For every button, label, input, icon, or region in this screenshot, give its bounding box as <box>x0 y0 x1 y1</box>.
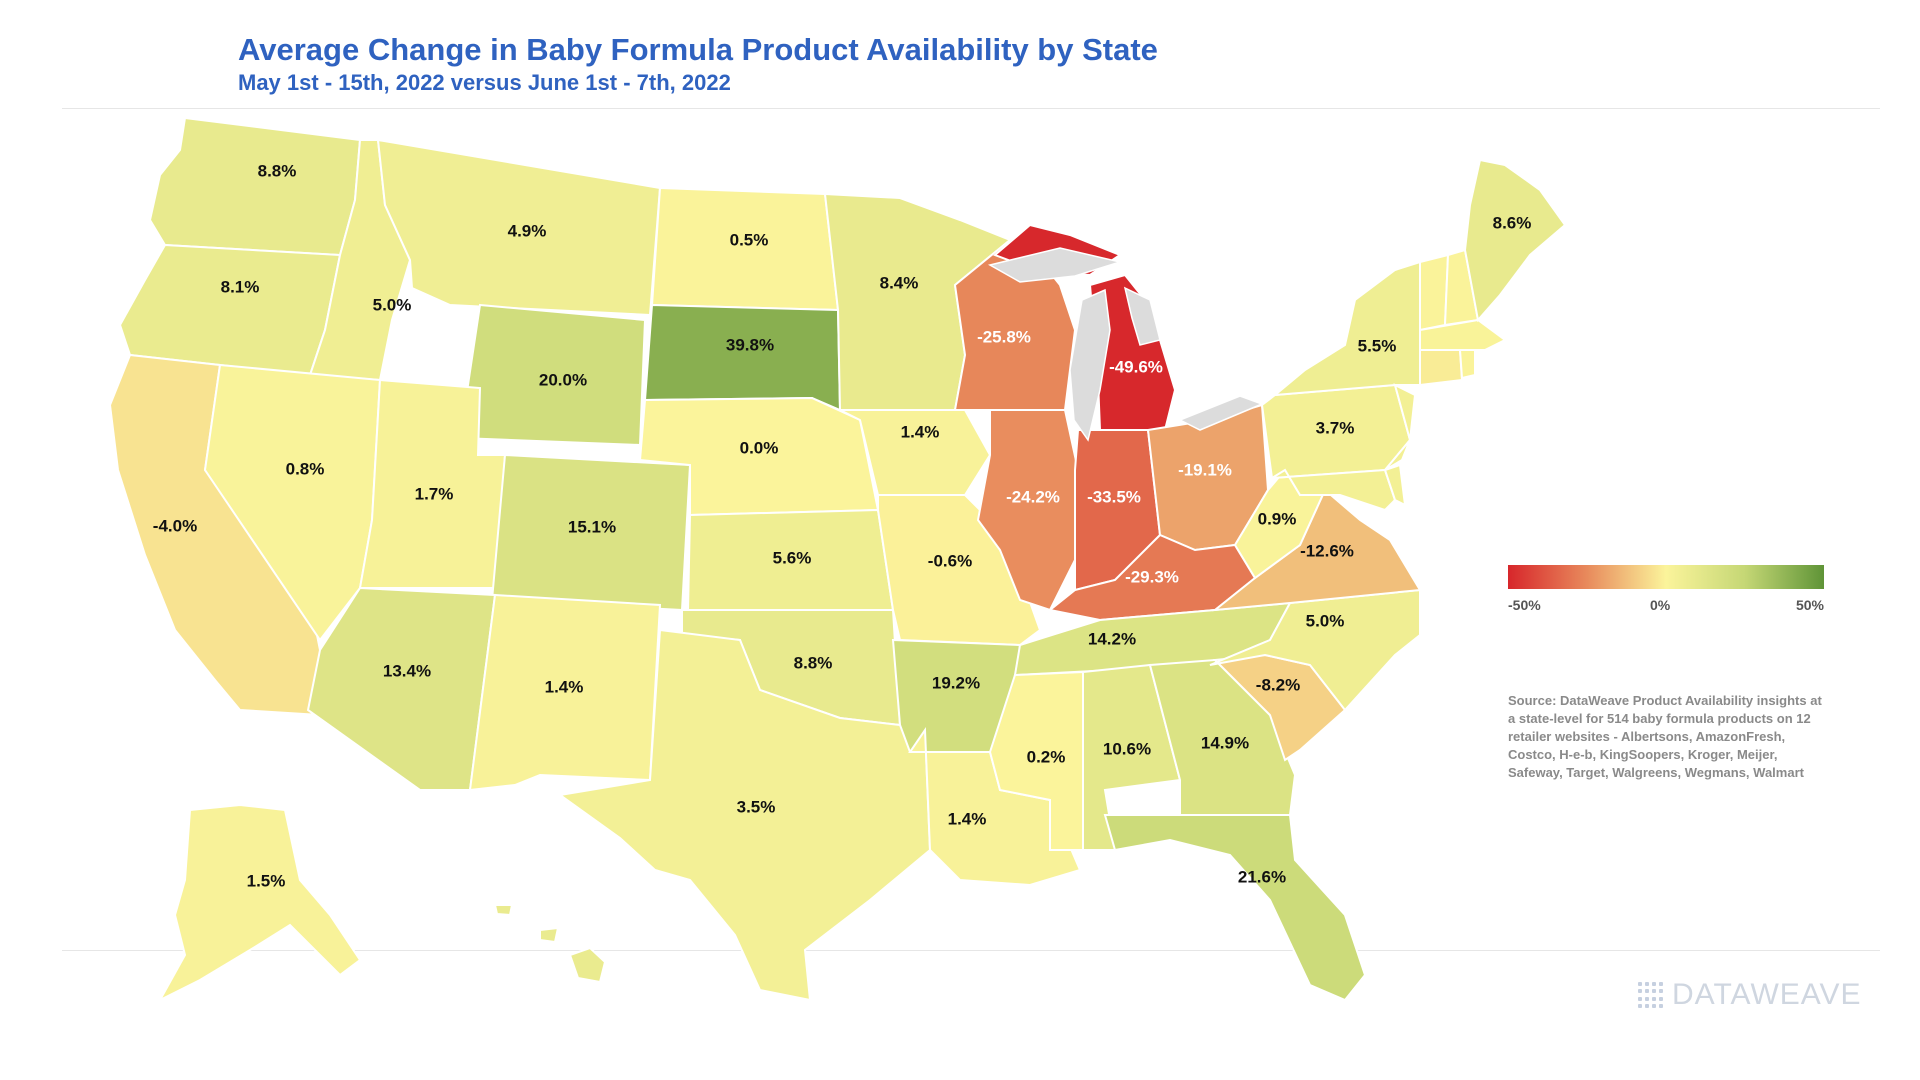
brand-dot-grid-icon <box>1638 982 1664 1008</box>
state-de <box>1383 463 1407 507</box>
state-wa <box>148 116 362 257</box>
state-vt <box>1419 253 1450 332</box>
state-label-mo: -0.6% <box>928 551 972 570</box>
state-label-ca: -4.0% <box>153 516 197 535</box>
lake-huron <box>1123 286 1161 346</box>
state-label-ia: 1.4% <box>901 422 940 441</box>
top-divider <box>62 108 1880 109</box>
state-label-mi: -49.6% <box>1109 357 1163 376</box>
legend-mid-label: 0% <box>1650 597 1671 613</box>
state-label-al: 10.6% <box>1103 739 1151 758</box>
state-label-ut: 1.7% <box>415 484 454 503</box>
state-label-ga: 14.9% <box>1201 733 1249 752</box>
state-label-nd: 0.5% <box>730 230 769 249</box>
state-fl <box>1103 814 1367 1002</box>
state-label-co: 15.1% <box>568 517 616 536</box>
state-label-mt: 4.9% <box>508 221 547 240</box>
state-label-tn: 14.2% <box>1088 629 1136 648</box>
state-label-ne: 0.0% <box>740 438 779 457</box>
state-label-ks: 5.6% <box>773 548 812 567</box>
page-title: Average Change in Baby Formula Product A… <box>238 32 1158 67</box>
state-label-wa: 8.8% <box>258 161 297 180</box>
state-label-sc: -8.2% <box>1256 675 1300 694</box>
legend-min-label: -50% <box>1508 597 1541 613</box>
state-label-ny: 5.5% <box>1358 336 1397 355</box>
state-label-id: 5.0% <box>373 295 412 314</box>
source-note: Source: DataWeave Product Availability i… <box>1508 693 1822 780</box>
lake-superior <box>987 247 1123 283</box>
state-sd <box>643 303 842 412</box>
legend-gradient-bar <box>1508 565 1824 589</box>
brand-name: DATAWEAVE <box>1672 978 1862 1011</box>
state-mo <box>877 494 1042 647</box>
state-label-in: -33.5% <box>1087 487 1141 506</box>
state-label-ky: -29.3% <box>1125 567 1179 586</box>
state-label-nv: 0.8% <box>286 459 325 478</box>
state-label-mn: 8.4% <box>880 273 919 292</box>
state-label-wv: 0.9% <box>1258 509 1297 528</box>
state-label-wi: -25.8% <box>977 327 1031 346</box>
state-hi3 <box>493 904 514 917</box>
legend-ticks: -50% 0% 50% <box>1508 597 1824 621</box>
state-il <box>976 409 1080 612</box>
state-label-nc: 5.0% <box>1306 611 1345 630</box>
state-label-ms: 0.2% <box>1027 747 1066 766</box>
legend-max-label: 50% <box>1795 597 1824 613</box>
state-label-sd: 39.8% <box>726 335 774 354</box>
state-label-az: 13.4% <box>383 661 431 680</box>
state-label-fl: 21.6% <box>1238 867 1286 886</box>
state-label-tx: 3.5% <box>737 797 776 816</box>
state-label-wy: 20.0% <box>539 370 587 389</box>
state-ak <box>157 803 362 1003</box>
state-ct <box>1419 349 1464 387</box>
lake-michigan <box>1069 288 1111 442</box>
state-label-pa: 3.7% <box>1316 418 1355 437</box>
state-label-oh: -19.1% <box>1178 460 1232 479</box>
state-label-nm: 1.4% <box>545 677 584 696</box>
state-nm <box>468 593 662 792</box>
state-label-il: -24.2% <box>1006 487 1060 506</box>
state-label-la: 1.4% <box>948 809 987 828</box>
bottom-divider <box>62 950 1880 951</box>
state-tx <box>557 628 932 1002</box>
state-ny <box>1271 260 1421 397</box>
color-legend: -50% 0% 50% <box>1508 565 1824 621</box>
state-label-ok: 8.8% <box>794 653 833 672</box>
lake-erie <box>1178 395 1265 431</box>
state-hi1 <box>568 946 607 984</box>
state-label-ar: 19.2% <box>932 673 980 692</box>
page-subtitle: May 1st - 15th, 2022 versus June 1st - 7… <box>238 70 731 95</box>
state-ri <box>1458 349 1476 380</box>
state-label-or: 8.1% <box>221 277 260 296</box>
brand-logo: DATAWEAVE <box>1638 978 1862 1012</box>
state-label-va: -12.6% <box>1300 541 1354 560</box>
state-label-ak: 1.5% <box>247 871 286 890</box>
state-nc <box>1209 588 1421 712</box>
state-or <box>118 243 342 377</box>
state-me <box>1463 158 1567 323</box>
state-label-me: 8.6% <box>1493 213 1532 232</box>
state-nj <box>1384 383 1417 471</box>
state-hi2 <box>539 926 560 944</box>
state-ma <box>1419 318 1507 351</box>
